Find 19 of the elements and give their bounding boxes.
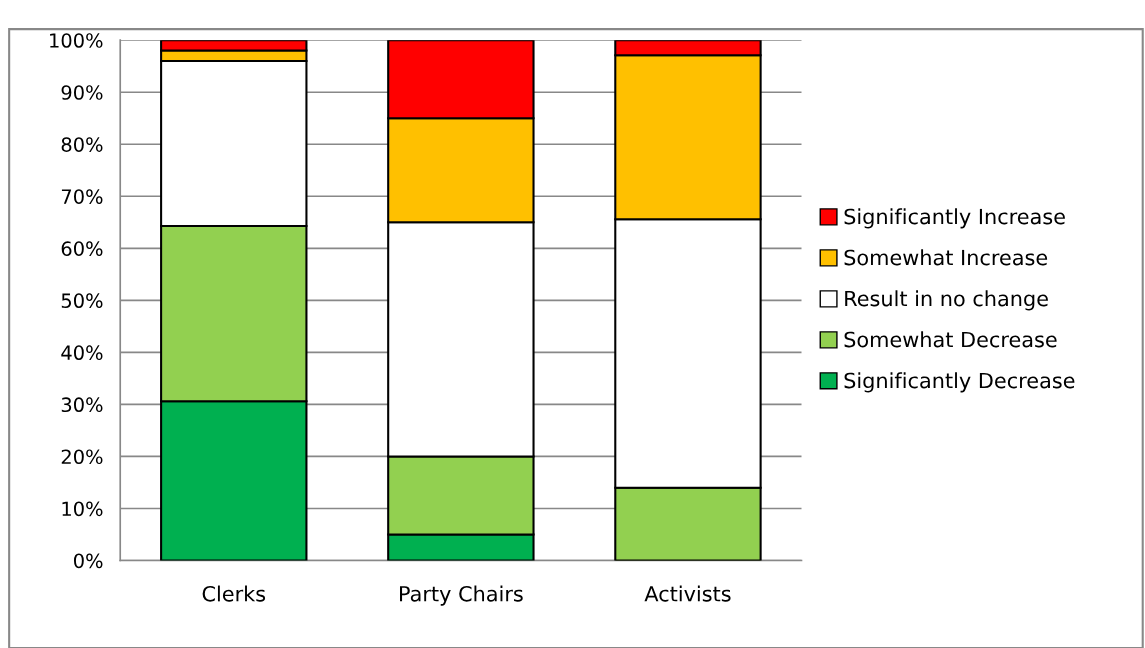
legend-label: Somewhat Increase — [844, 249, 1048, 266]
y-tick-label: 40% — [61, 345, 103, 361]
y-tick-label: 90% — [61, 85, 103, 100]
y-tick-label: 10% — [62, 501, 103, 517]
legend-label: Significantly Increase — [844, 208, 1065, 229]
y-tick-label: 30% — [61, 397, 103, 413]
legend-label: Significantly Decrease — [844, 372, 1075, 393]
y-tick-label: 60% — [61, 241, 103, 256]
y-tick-label: 70% — [61, 189, 103, 204]
y-tick-label: 0% — [73, 553, 103, 569]
legend-label: Result in no change — [845, 290, 1048, 311]
x-tick-label: Party Chairs — [400, 585, 523, 606]
y-tick-label: 100% — [50, 33, 103, 48]
x-tick-label: Clerks — [202, 585, 266, 602]
y-tick-label: 20% — [61, 449, 103, 465]
legend-label: Somewhat Decrease — [844, 331, 1057, 348]
x-tick-label: Activists — [644, 585, 731, 602]
y-tick-label: 80% — [61, 137, 103, 152]
y-tick-label: 50% — [61, 293, 103, 309]
